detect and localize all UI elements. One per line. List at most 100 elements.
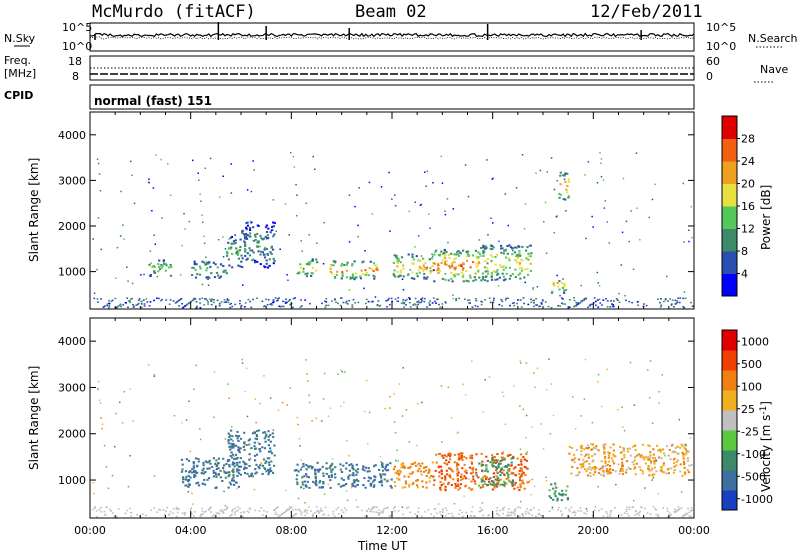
scatter-cell <box>414 246 416 248</box>
near-range-cell <box>474 305 477 307</box>
velocity-cell <box>684 443 687 446</box>
near-range-cell <box>559 305 561 307</box>
power-cell <box>243 240 246 243</box>
power-cell <box>340 264 343 267</box>
velocity-cell <box>383 478 386 481</box>
near-range-cell <box>92 508 94 511</box>
near-range-cell <box>412 304 415 306</box>
velocity-cell <box>310 467 313 470</box>
near-range-cell <box>507 511 510 513</box>
near-range-cell <box>682 297 685 300</box>
scatter-cell <box>132 420 134 422</box>
power-cell <box>496 273 499 276</box>
near-range-cell <box>489 301 492 304</box>
near-range-cell <box>513 512 516 514</box>
velocity-cell <box>236 456 239 459</box>
velocity-cell <box>222 466 225 469</box>
power-cell <box>482 251 485 254</box>
velocity-cell <box>255 471 258 474</box>
scatter-cell <box>327 483 329 486</box>
velocity-cell <box>339 463 342 466</box>
velocity-cell <box>589 468 592 471</box>
velocity-cell <box>653 460 656 463</box>
power-cell <box>332 260 335 263</box>
power-cell <box>364 273 367 276</box>
velocity-cell <box>445 462 448 465</box>
power-cell <box>429 270 432 272</box>
power-cell <box>490 274 493 277</box>
power-cell <box>445 259 448 262</box>
near-range-cell <box>327 514 330 516</box>
near-range-cell <box>95 510 98 512</box>
near-range-cell <box>670 514 672 516</box>
scatter-cell <box>272 429 275 431</box>
scatter-cell <box>169 194 172 196</box>
power-cell <box>158 259 161 262</box>
near-range-cell <box>316 509 319 512</box>
power-cell <box>376 268 379 271</box>
velocity-cell <box>629 454 632 457</box>
near-range-cell <box>338 513 340 515</box>
velocity-cell <box>619 446 622 448</box>
scatter-cell <box>230 192 233 194</box>
velocity-cell <box>405 482 408 485</box>
velocity-cell <box>362 465 365 468</box>
power-cell <box>562 285 565 288</box>
scatter-cell <box>269 397 272 399</box>
near-range-cell <box>659 306 662 308</box>
scatter-cell <box>143 273 145 276</box>
power-cell <box>254 233 257 236</box>
power-cell <box>451 261 454 264</box>
power-cell <box>246 234 249 236</box>
scatter-cell <box>344 371 346 373</box>
scatter-cell <box>600 405 603 408</box>
power-cell <box>482 249 485 252</box>
power-cell <box>441 277 444 280</box>
scatter-cell <box>591 467 593 469</box>
velocity-cell <box>661 471 664 474</box>
scatter-cell <box>115 412 117 415</box>
scatter-cell <box>417 463 419 466</box>
scatter-cell <box>346 499 349 501</box>
velocity-cell <box>438 475 441 478</box>
velocity-cell <box>456 479 460 482</box>
scatter-cell <box>236 487 238 490</box>
near-range-cell <box>509 512 512 514</box>
near-range-cell <box>216 299 219 302</box>
colorbar-tick-label: 500 <box>741 358 762 371</box>
near-range-cell <box>402 513 405 516</box>
scatter-cell <box>153 234 155 236</box>
velocity-cell <box>330 464 333 467</box>
velocity-cell <box>518 489 521 492</box>
power-cell <box>394 275 397 278</box>
power-cell <box>482 277 485 280</box>
power-cell <box>165 264 168 267</box>
near-range-cell <box>618 301 621 303</box>
velocity-cell <box>394 472 397 475</box>
near-range-cell <box>249 300 251 303</box>
power-cell <box>465 255 468 258</box>
scatter-cell <box>617 463 620 466</box>
near-range-cell <box>441 303 444 305</box>
near-range-cell <box>396 300 399 302</box>
velocity-cell <box>307 466 310 469</box>
scatter-cell <box>288 234 290 236</box>
near-range-cell <box>682 515 684 517</box>
scatter-cell <box>602 179 605 181</box>
velocity-cell <box>421 480 424 483</box>
near-range-cell <box>458 513 461 515</box>
scatter-cell <box>666 275 668 278</box>
power-cell <box>457 273 460 276</box>
velocity-cell <box>425 475 428 477</box>
scatter-cell <box>635 152 638 154</box>
power-cell <box>359 277 363 280</box>
power-cell <box>395 254 398 257</box>
power-cell <box>238 249 242 252</box>
near-range-cell <box>551 508 554 510</box>
power-cell <box>272 262 275 265</box>
velocity-cell <box>331 462 334 465</box>
velocity-cell <box>577 474 580 476</box>
power-cell <box>457 250 460 252</box>
near-range-cell <box>611 303 613 305</box>
